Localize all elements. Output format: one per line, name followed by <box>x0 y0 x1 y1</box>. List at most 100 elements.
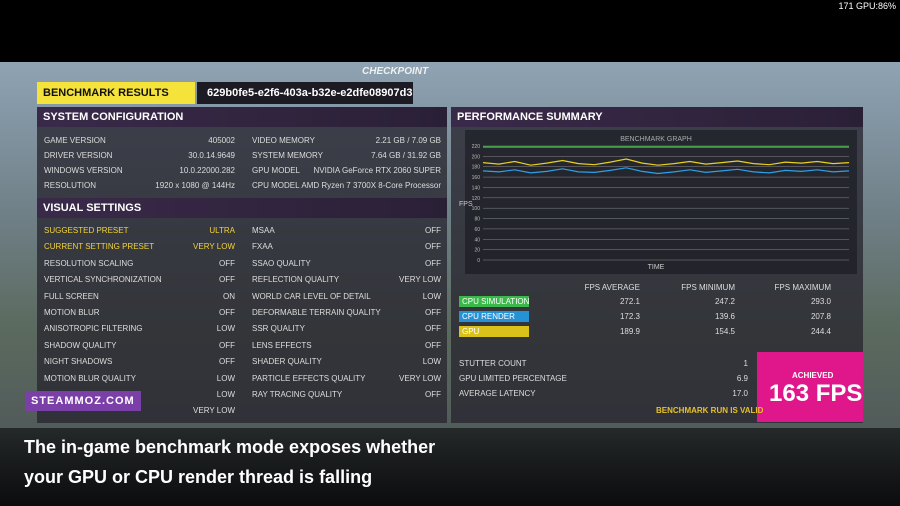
setting-value: LOW <box>216 324 235 334</box>
setting-label: RAY TRACING QUALITY <box>252 390 343 399</box>
y-tick-label: 60 <box>474 227 480 233</box>
valid-text: BENCHMARK RUN IS VALID <box>656 406 764 415</box>
setting-label: WINDOWS VERSION <box>44 166 123 175</box>
setting-value: VERY LOW <box>193 406 235 416</box>
checkpoint: CHECKPOINT <box>362 66 429 77</box>
y-tick-label: 200 <box>472 154 481 160</box>
setting-label: SSR QUALITY <box>252 324 305 334</box>
achieved-box <box>757 352 863 422</box>
setting-value: ON <box>223 291 235 301</box>
setting-value: 10.0.22000.282 <box>179 166 235 175</box>
section-title: VISUAL SETTINGS <box>37 198 447 218</box>
setting-label: ANISOTROPIC FILTERING <box>44 324 143 334</box>
setting-label: PARTICLE EFFECTS QUALITY <box>252 373 366 383</box>
setting-value: OFF <box>425 308 441 317</box>
setting-value: OFF <box>219 275 235 285</box>
stat-value: 1 <box>743 359 748 368</box>
stat-label: STUTTER COUNT <box>459 359 527 368</box>
setting-label: MOTION BLUR QUALITY <box>44 373 137 383</box>
left-panel <box>37 107 447 423</box>
series-label: GPU <box>459 326 529 337</box>
stat-label: AVERAGE LATENCY <box>459 389 536 398</box>
section-title: SYSTEM CONFIGURATION <box>37 107 447 127</box>
stat-value: 247.2 <box>714 297 735 306</box>
y-tick-label: 140 <box>472 185 481 191</box>
column-header: FPS MAXIMUM <box>774 283 831 292</box>
setting-label: MSAA <box>252 226 275 235</box>
series-label: CPU SIMULATION <box>459 296 529 307</box>
y-tick-label: 20 <box>474 248 480 254</box>
setting-label: CURRENT SETTING PRESET <box>44 242 155 252</box>
stat-label: GPU LIMITED PERCENTAGE <box>459 374 567 383</box>
setting-label: SYSTEM MEMORY <box>252 151 323 160</box>
y-tick-label: 40 <box>474 237 480 243</box>
stat-value: 17.0 <box>732 389 748 398</box>
y-tick-label: 0 <box>477 258 480 264</box>
y-axis-label: FPS <box>459 201 473 208</box>
setting-label: CPU MODEL <box>252 181 300 190</box>
series-line <box>482 167 850 175</box>
setting-label: SSAO QUALITY <box>252 258 311 268</box>
caption-band <box>0 428 900 506</box>
setting-value: LOW <box>216 390 235 399</box>
setting-value: 1920 x 1080 @ 144Hz <box>155 181 235 190</box>
setting-label: WORLD CAR LEVEL OF DETAIL <box>252 291 371 301</box>
setting-label: MOTION BLUR <box>44 308 100 317</box>
setting-label: DEFORMABLE TERRAIN QUALITY <box>252 308 381 317</box>
setting-value: OFF <box>425 258 441 268</box>
stat-value: 244.4 <box>810 327 831 336</box>
setting-value: OFF <box>219 308 235 317</box>
section-title: PERFORMANCE SUMMARY <box>451 107 863 127</box>
y-tick-label: 180 <box>472 165 481 171</box>
header-title: BENCHMARK RESULTS <box>37 82 195 104</box>
achieved-label: ACHIEVED <box>792 371 834 380</box>
x-axis-label: TIME <box>648 264 665 271</box>
benchmark-graph: BENCHMARK GRAPH TIME FPS 0 20 40 60 80 100 120 140… <box>459 130 857 274</box>
setting-label: REFLECTION QUALITY <box>252 275 340 285</box>
setting-value: 7.64 GB / 31.92 GB <box>371 151 441 160</box>
caption-line: The in-game benchmark mode exposes wheth… <box>24 437 436 457</box>
graph-title: BENCHMARK GRAPH <box>620 136 692 143</box>
stat-value: 189.9 <box>619 327 640 336</box>
setting-label: SUGGESTED PRESET <box>44 226 129 235</box>
run-id: 629b0fe5-e2f6-403a-b32e-e2dfe08907d3 <box>197 82 413 104</box>
series-line <box>482 158 850 166</box>
setting-label: DRIVER VERSION <box>44 151 113 160</box>
stat-value: 207.8 <box>810 312 831 321</box>
setting-label: SHADER QUALITY <box>252 357 322 367</box>
setting-label: GPU MODEL <box>252 166 301 175</box>
setting-value: OFF <box>219 340 235 350</box>
setting-label: FXAA <box>252 242 273 252</box>
graph-bg <box>465 130 857 274</box>
column-header: FPS AVERAGE <box>584 283 640 292</box>
series-label: CPU RENDER <box>459 311 529 322</box>
setting-value: OFF <box>425 390 441 399</box>
setting-value: 2.21 GB / 7.09 GB <box>375 136 441 145</box>
setting-value: 405002 <box>208 136 235 145</box>
setting-value: AMD Ryzen 7 3700X 8-Core Processor <box>301 181 441 190</box>
setting-value: OFF <box>425 324 441 334</box>
column-header: FPS MINIMUM <box>681 283 735 292</box>
setting-value: VERY LOW <box>399 373 441 383</box>
setting-label: RESOLUTION SCALING <box>44 258 134 268</box>
y-tick-label: 220 <box>472 144 481 150</box>
y-tick-label: 160 <box>472 175 481 181</box>
setting-label: LENS EFFECTS <box>252 340 312 350</box>
setting-value: OFF <box>425 340 441 350</box>
setting-label: VERTICAL SYNCHRONIZATION <box>44 275 162 285</box>
perf-overlay: 171 GPU:86% <box>838 1 896 11</box>
y-tick-label: 80 <box>474 217 480 223</box>
stat-value: 154.5 <box>714 327 735 336</box>
y-tick-label: 120 <box>472 196 481 202</box>
stat-value: 172.3 <box>619 312 640 321</box>
setting-label: NIGHT SHADOWS <box>44 357 113 367</box>
watermark: STEAMMOZ.COM <box>25 391 141 411</box>
setting-value: OFF <box>425 242 441 252</box>
stat-value: 139.6 <box>714 312 735 321</box>
setting-value: LOW <box>216 373 235 383</box>
setting-value: VERY LOW <box>399 275 441 285</box>
stat-value: 293.0 <box>810 297 831 306</box>
setting-value: LOW <box>422 357 441 367</box>
setting-value: ULTRA <box>209 226 235 235</box>
